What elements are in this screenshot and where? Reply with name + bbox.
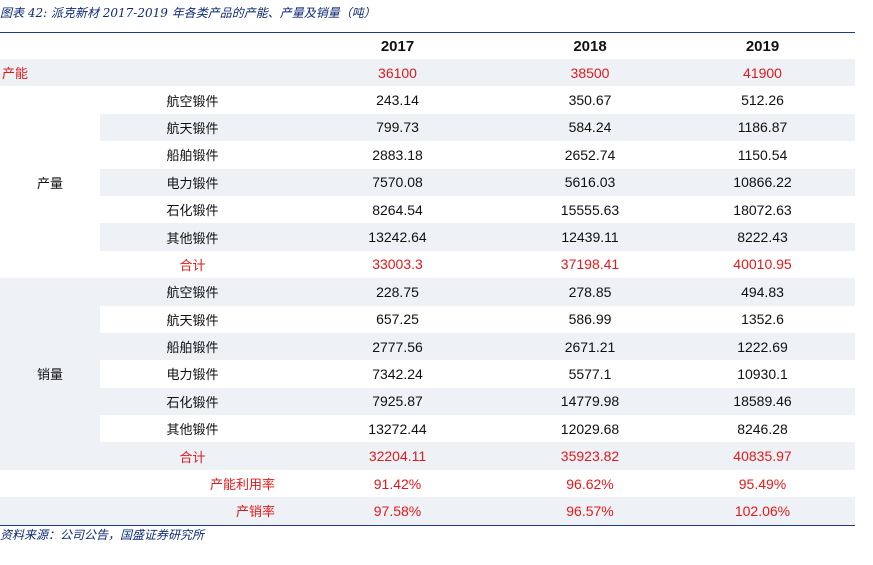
table-cell: 5616.03 <box>510 168 670 196</box>
table-cell: 2671.21 <box>510 332 670 361</box>
header-blank-2 <box>100 33 285 59</box>
table-row: 产量 航空锻件 243.14 350.67 512.26 <box>0 86 855 279</box>
table-cell: 278.85 <box>510 278 670 306</box>
table-cell: 14779.98 <box>510 387 670 416</box>
table-cell: 33003.3 <box>372 256 423 273</box>
bottom-rule <box>0 525 855 526</box>
header-year: 2018 <box>573 37 607 55</box>
table-row: 航天锻件 799.73 584.24 1186.87 <box>0 113 855 142</box>
header-year: 2019 <box>745 37 780 55</box>
header-year: 2017 <box>380 37 415 55</box>
table-cell: 95.49% <box>738 475 787 492</box>
row-label: 船舶锻件 <box>100 332 285 361</box>
capacity-row: 产能 36100 38500 41900 <box>0 59 855 87</box>
row-label: 合计 <box>179 258 206 274</box>
table-cell: 32204.11 <box>285 442 510 470</box>
table-cell: 41900 <box>670 59 855 87</box>
table-cell: 38500 <box>510 59 670 87</box>
table-row: 其他锻件 13272.44 12029.68 8246.28 <box>0 415 855 442</box>
row-label: 电力锻件 <box>100 168 285 196</box>
table-cell: 586.99 <box>568 311 612 328</box>
header-row: 2017 2018 2019 <box>0 33 855 59</box>
table-row: 船舶锻件 2883.18 2652.74 1150.54 <box>0 141 855 168</box>
row-label: 船舶锻件 <box>166 149 219 165</box>
table-cell: 584.24 <box>510 113 670 142</box>
table-row: 其他锻件 13242.64 12439.11 8222.43 <box>0 223 855 251</box>
table-cell: 40010.95 <box>733 256 792 273</box>
table-cell: 18589.46 <box>670 387 855 416</box>
table-cell: 8246.28 <box>737 420 788 437</box>
sales-total-row: 合计 32204.11 35923.82 40835.97 <box>0 442 855 470</box>
table-cell: 1352.6 <box>741 311 784 328</box>
sales-group-label: 销量 <box>0 278 100 470</box>
row-label: 其他锻件 <box>166 423 219 439</box>
output-total-row: 合计 33003.3 37198.41 40010.95 <box>0 251 855 278</box>
table-cell: 350.67 <box>568 92 612 109</box>
table-cell: 13242.64 <box>285 223 510 251</box>
table-cell: 12029.68 <box>560 420 620 437</box>
table-row: 电力锻件 7342.24 5577.1 10930.1 <box>0 360 855 387</box>
table-cell: 2652.74 <box>564 146 616 163</box>
table-cell: 96.57% <box>510 497 670 525</box>
source-note: 资料来源：公司公告，国盛证券研究所 <box>0 528 205 542</box>
table-cell: 18072.63 <box>733 201 792 218</box>
table-cell: 15555.63 <box>560 201 620 218</box>
table-cell: 97.58% <box>285 497 510 525</box>
row-label: 石化锻件 <box>100 387 285 416</box>
table-cell: 7570.08 <box>285 168 510 196</box>
figure-caption: 图表 42: 派克新材 2017-2019 年各类产品的产能、产量及销量（吨） <box>0 6 376 20</box>
table-cell: 8264.54 <box>372 201 423 218</box>
utilization-row: 产能利用率 91.42% 96.62% 95.49% <box>0 470 855 497</box>
row-label: 合计 <box>100 442 285 470</box>
table-cell: 5577.1 <box>568 365 612 382</box>
table-row: 销量 航空锻件 228.75 278.85 494.83 <box>0 278 855 470</box>
table-cell: 10930.1 <box>737 365 788 382</box>
row-label: 航天锻件 <box>166 313 219 329</box>
row-label: 产销率 <box>0 497 285 525</box>
row-label: 其他锻件 <box>100 223 285 251</box>
table-cell: 91.42% <box>373 475 422 492</box>
header-blank <box>0 33 100 59</box>
table-cell: 35923.82 <box>510 442 670 470</box>
table-cell: 1222.69 <box>670 332 855 361</box>
table-cell: 243.14 <box>376 92 419 109</box>
table-row: 船舶锻件 2777.56 2671.21 1222.69 <box>0 332 855 361</box>
table-cell: 7925.87 <box>285 387 510 416</box>
table-cell: 512.26 <box>741 92 784 109</box>
capacity-label: 产能 <box>0 59 100 87</box>
table-cell: 7342.24 <box>372 365 423 382</box>
table-row: 航天锻件 657.25 586.99 1352.6 <box>0 306 855 333</box>
row-label: 航空锻件 <box>100 278 285 306</box>
table-cell: 37198.41 <box>560 256 620 273</box>
table-cell: 657.25 <box>376 311 419 328</box>
sell-through-row: 产销率 97.58% 96.57% 102.06% <box>0 497 855 525</box>
output-group-label: 产量 <box>0 86 100 279</box>
table-cell: 102.06% <box>670 497 855 525</box>
table-cell: 2777.56 <box>285 332 510 361</box>
table-cell: 36100 <box>285 59 510 87</box>
row-label: 航空锻件 <box>166 94 219 110</box>
row-label: 产能利用率 <box>209 478 275 494</box>
table-cell: 96.62% <box>566 475 614 492</box>
row-label: 电力锻件 <box>166 368 219 384</box>
table-cell: 40835.97 <box>670 442 855 470</box>
table-cell: 2883.18 <box>372 146 423 163</box>
table-cell: 12439.11 <box>510 223 670 251</box>
table-cell: 799.73 <box>285 113 510 142</box>
table-cell: 13272.44 <box>368 420 427 437</box>
table-row: 石化锻件 8264.54 15555.63 18072.63 <box>0 196 855 223</box>
table-row: 电力锻件 7570.08 5616.03 10866.22 <box>0 168 855 196</box>
table-row: 石化锻件 7925.87 14779.98 18589.46 <box>0 387 855 416</box>
row-label: 航天锻件 <box>100 113 285 142</box>
table-cell: 1186.87 <box>670 113 855 142</box>
table-cell: 8222.43 <box>670 223 855 251</box>
table-cell: 494.83 <box>670 278 855 306</box>
table-cell: 228.75 <box>285 278 510 306</box>
top-rule <box>0 32 855 33</box>
production-table: 2017 2018 2019 产能 36100 38500 41900 产量 航… <box>0 33 855 525</box>
table-cell: 1150.54 <box>737 146 788 163</box>
table-cell: 10866.22 <box>670 168 855 196</box>
row-label: 石化锻件 <box>166 204 219 220</box>
